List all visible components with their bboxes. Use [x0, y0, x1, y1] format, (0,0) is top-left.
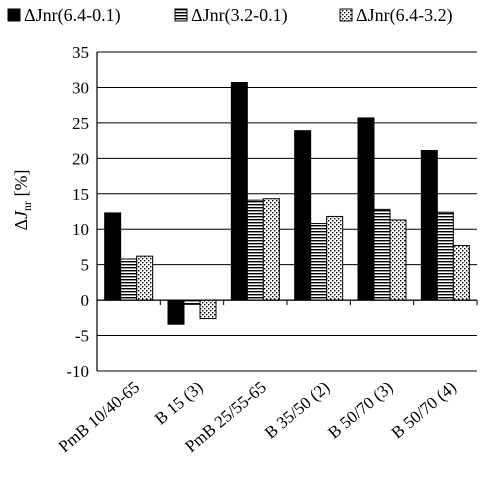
axes	[96, 52, 478, 371]
bar	[136, 255, 154, 301]
bar	[167, 299, 185, 325]
bar	[310, 223, 328, 301]
bar	[373, 208, 391, 301]
bar	[262, 198, 280, 301]
legend-label: ΔJnr(6.4-0.1)	[24, 5, 121, 26]
legend-swatch	[339, 8, 353, 22]
x-category-label: B 15 (3)	[151, 378, 207, 429]
x-category-label: B 35/50 (2)	[261, 378, 333, 443]
bar	[294, 130, 312, 301]
y-tick-label: 30	[72, 78, 89, 97]
y-tick-label: 20	[72, 149, 89, 168]
bar	[389, 219, 407, 301]
y-tick-label: -10	[66, 362, 89, 381]
y-tick-label: -5	[75, 327, 89, 346]
bar	[357, 117, 375, 301]
x-category-labels: PmB 10/40-65 B 15 (3)PmB 25/55-65B 35/50 …	[55, 378, 460, 457]
bar	[230, 81, 248, 301]
bars	[104, 81, 470, 325]
bar	[199, 299, 217, 320]
grid-lines	[97, 51, 477, 372]
legend-swatch	[7, 8, 21, 22]
y-tick-label: 10	[72, 220, 89, 239]
legend-label: ΔJnr(6.4-3.2)	[356, 5, 453, 26]
bar	[420, 150, 438, 301]
y-tick-label: 35	[72, 43, 89, 62]
legend: ΔJnr(6.4-0.1) ΔJnr(3.2-0.1) ΔJnr(6.4-3.2)	[7, 5, 453, 26]
bar	[183, 299, 201, 305]
y-tick-labels: -10 -5 0 5 10 15 20 25 30 35	[66, 43, 89, 381]
bar	[326, 215, 344, 301]
legend-label: ΔJnr(3.2-0.1)	[191, 5, 288, 26]
bar	[246, 199, 264, 301]
bar	[120, 258, 138, 301]
bar	[104, 212, 122, 301]
x-category-label: PmB 10/40-65	[55, 378, 144, 457]
x-category-label: B 50/70 (4)	[388, 378, 460, 443]
y-tick-label: 5	[81, 256, 90, 275]
y-tick-label: 15	[72, 185, 89, 204]
y-tick-label: 0	[81, 291, 90, 310]
y-tick-label: 25	[72, 114, 89, 133]
bar	[452, 245, 470, 301]
legend-swatch	[174, 8, 188, 22]
bar	[436, 211, 454, 301]
y-axis-label: ΔJnr [%]	[11, 169, 34, 230]
x-category-label: B 50/70 (3)	[324, 378, 396, 443]
